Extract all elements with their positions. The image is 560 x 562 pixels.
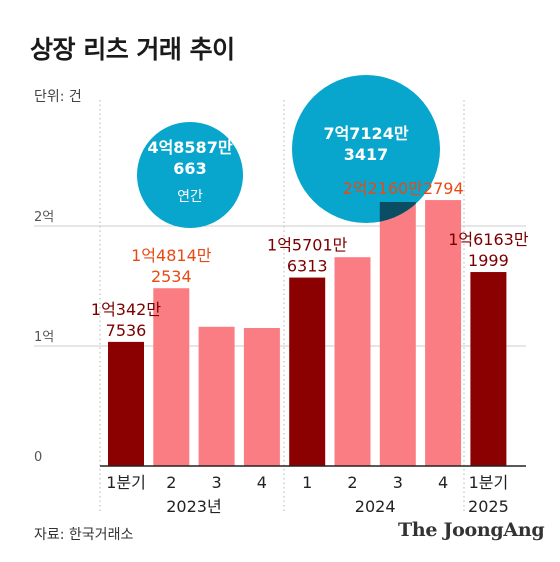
bar-8: [470, 272, 507, 466]
year-label-1: 2024: [355, 497, 396, 516]
source-note: 자료: 한국거래소: [34, 527, 134, 543]
brand-logo: The JoongAng: [398, 519, 545, 541]
bar-1: [153, 288, 190, 466]
x-tick-label-0: 1분기: [106, 473, 146, 492]
data-label-0-1: 7536: [106, 321, 147, 340]
chart-title: 상장 리츠 거래 추이: [30, 35, 235, 64]
y-tick-label-0: 0: [34, 450, 42, 465]
data-label-8-0: 1억6163만: [448, 230, 529, 249]
x-tick-label-3: 4: [257, 473, 267, 492]
annual-caption-2023: 연간: [177, 189, 203, 205]
x-tick-label-6: 3: [393, 473, 403, 492]
y-tick-label-2: 2억: [34, 210, 54, 225]
x-tick-label-7: 4: [438, 473, 448, 492]
y-tick-label-1: 1억: [34, 330, 54, 345]
x-tick-label-8: 1분기: [469, 473, 509, 492]
data-label-7-0: 2억2160만2794: [343, 179, 464, 198]
bar-7: [425, 200, 462, 466]
bar-3: [243, 328, 280, 466]
x-tick-label-1: 2: [166, 473, 176, 492]
annual-bubble-2023: [137, 122, 243, 228]
data-label-8-1: 1999: [468, 251, 509, 270]
x-tick-label-5: 2: [347, 473, 357, 492]
data-label-4-0: 1억5701만: [267, 236, 348, 255]
x-tick-label-4: 1: [302, 473, 312, 492]
data-label-4-1: 6313: [287, 257, 328, 276]
bar-6: [379, 202, 416, 466]
unit-label: 단위: 건: [34, 89, 82, 105]
annual-total-label-2024-0: 7억7124만: [323, 124, 408, 143]
annual-total-label-2024-1: 3417: [344, 145, 389, 164]
data-label-0-0: 1억342만: [91, 300, 161, 319]
annual-total-label-2023-0: 4억8587만: [147, 138, 232, 157]
bar-2: [198, 326, 235, 466]
bar-0: [108, 341, 144, 466]
annual-bubble-2024: [292, 75, 440, 223]
bar-4: [289, 277, 326, 466]
bar-5: [334, 257, 371, 466]
data-label-1-0: 1억4814만: [131, 246, 212, 265]
annual-total-label-2023-1: 663: [173, 159, 206, 178]
x-tick-label-2: 3: [212, 473, 222, 492]
data-label-1-1: 2534: [151, 267, 192, 286]
year-label-0: 2023년: [166, 497, 221, 516]
year-label-2: 2025: [468, 497, 509, 516]
